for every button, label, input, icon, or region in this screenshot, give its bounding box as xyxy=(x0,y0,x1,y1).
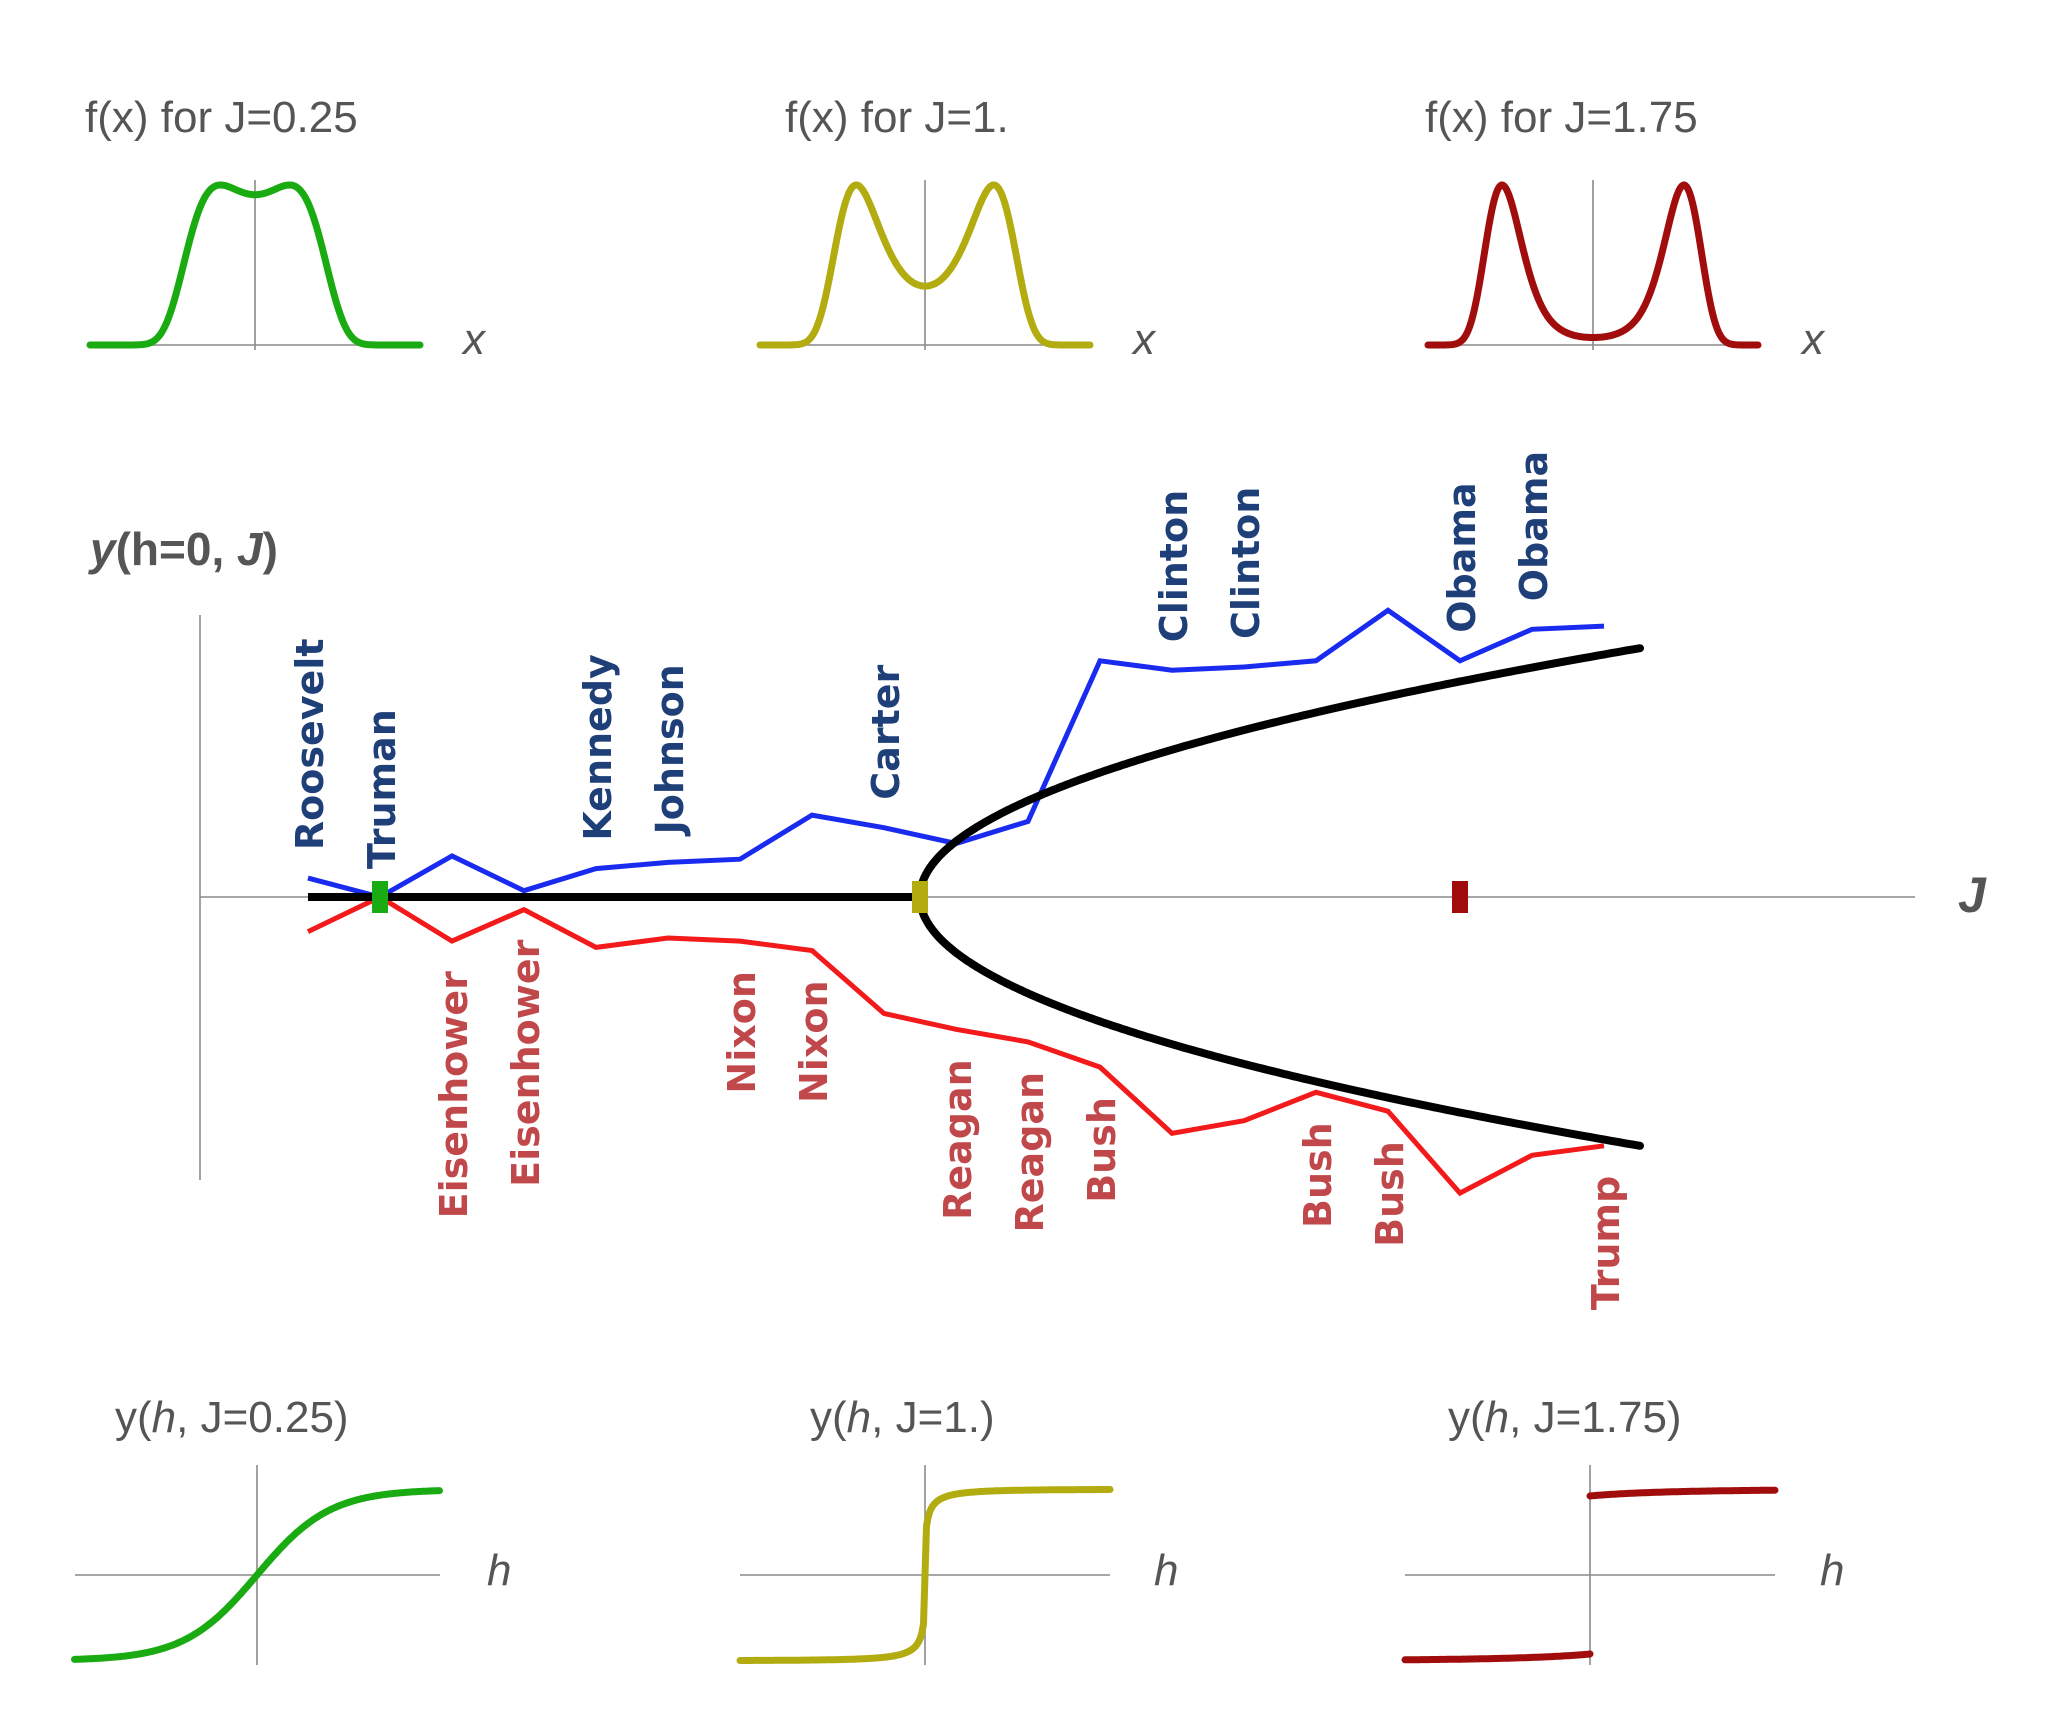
top-panel-3: f(x) for J=1.75 x xyxy=(1424,93,1826,364)
top-panel-3-title: f(x) for J=1.75 xyxy=(1425,93,1698,142)
democrat-line xyxy=(307,607,1605,900)
republican-label-3: Nixon xyxy=(792,981,836,1104)
democrat-label-1: Truman xyxy=(360,709,404,869)
democrat-label-2: Kennedy xyxy=(576,654,620,841)
bottom-panel-3-curve-lower xyxy=(1401,1650,1594,1664)
bottom-panel-3-title: y(h, J=1.75) xyxy=(1448,1393,1682,1442)
bottom-panel-1: y(h, J=0.25) h xyxy=(71,1393,511,1665)
bifurcation-upper-branch xyxy=(916,644,1644,901)
democrat-label-6: Clinton xyxy=(1224,487,1268,639)
bottom-panels: y(h, J=0.25) h y(h, J=1.) h y(h, J=1.75)… xyxy=(71,1393,1844,1665)
top-panels: f(x) for J=0.25 x f(x) for J=1. x f(x) f… xyxy=(85,93,1826,364)
democrat-label-8: Obama xyxy=(1512,451,1556,601)
top-panel-1-curve xyxy=(86,181,424,349)
democrat-label-7: Obama xyxy=(1440,482,1484,632)
bottom-panel-3: y(h, J=1.75) h xyxy=(1401,1393,1844,1665)
bottom-panel-1-xlabel: h xyxy=(487,1546,511,1595)
top-panel-1-xlabel: x xyxy=(461,315,487,364)
republican-label-6: Bush xyxy=(1080,1097,1124,1203)
top-panel-2-xlabel: x xyxy=(1131,315,1157,364)
bifurcation-lower-branch xyxy=(916,893,1644,1150)
republican-label-9: Trump xyxy=(1584,1176,1628,1310)
republican-label-0: Eisenhower xyxy=(432,971,476,1218)
republican-label-2: Nixon xyxy=(720,971,764,1094)
j-marker-1 xyxy=(912,881,928,913)
j-marker-1.75 xyxy=(1452,881,1468,913)
j-marker-0.25 xyxy=(372,881,388,913)
republican-label-7: Bush xyxy=(1296,1122,1340,1228)
main-xlabel: J xyxy=(1958,867,1987,923)
bottom-panel-1-curve xyxy=(71,1487,443,1663)
bottom-panel-2-curve xyxy=(736,1486,1114,1664)
republican-label-4: Reagan xyxy=(936,1059,980,1220)
main-ylabel: y(h=0, J) xyxy=(88,523,278,575)
republican-label-1: Eisenhower xyxy=(504,939,548,1186)
bottom-panel-3-xlabel: h xyxy=(1820,1546,1844,1595)
bottom-panel-2: y(h, J=1.) h xyxy=(736,1393,1178,1665)
top-panel-2: f(x) for J=1. x xyxy=(756,93,1157,364)
top-panel-2-curve xyxy=(756,181,1094,349)
top-panel-3-xlabel: x xyxy=(1800,315,1826,364)
democrat-label-3: Johnson xyxy=(648,664,692,837)
top-panel-1: f(x) for J=0.25 x xyxy=(85,93,487,364)
republican-line xyxy=(306,894,1605,1197)
bottom-panel-1-title: y(h, J=0.25) xyxy=(115,1393,349,1442)
democrat-label-4: Carter xyxy=(864,664,908,799)
democrat-label-5: Clinton xyxy=(1152,490,1196,642)
main-plot: y(h=0, J) J Roosevelt Truman Kennedy Johnso… xyxy=(88,451,1987,1310)
bottom-panel-2-xlabel: h xyxy=(1154,1546,1178,1595)
democrat-label-0: Roosevelt xyxy=(288,638,332,850)
republican-label-8: Bush xyxy=(1368,1141,1412,1247)
bottom-panel-3-curve-upper xyxy=(1586,1486,1779,1500)
top-panel-1-title: f(x) for J=0.25 xyxy=(85,93,358,142)
top-panel-3-curve xyxy=(1424,181,1762,349)
republican-label-5: Reagan xyxy=(1008,1072,1052,1233)
top-panel-2-title: f(x) for J=1. xyxy=(785,93,1009,142)
bottom-panel-2-title: y(h, J=1.) xyxy=(810,1393,995,1442)
